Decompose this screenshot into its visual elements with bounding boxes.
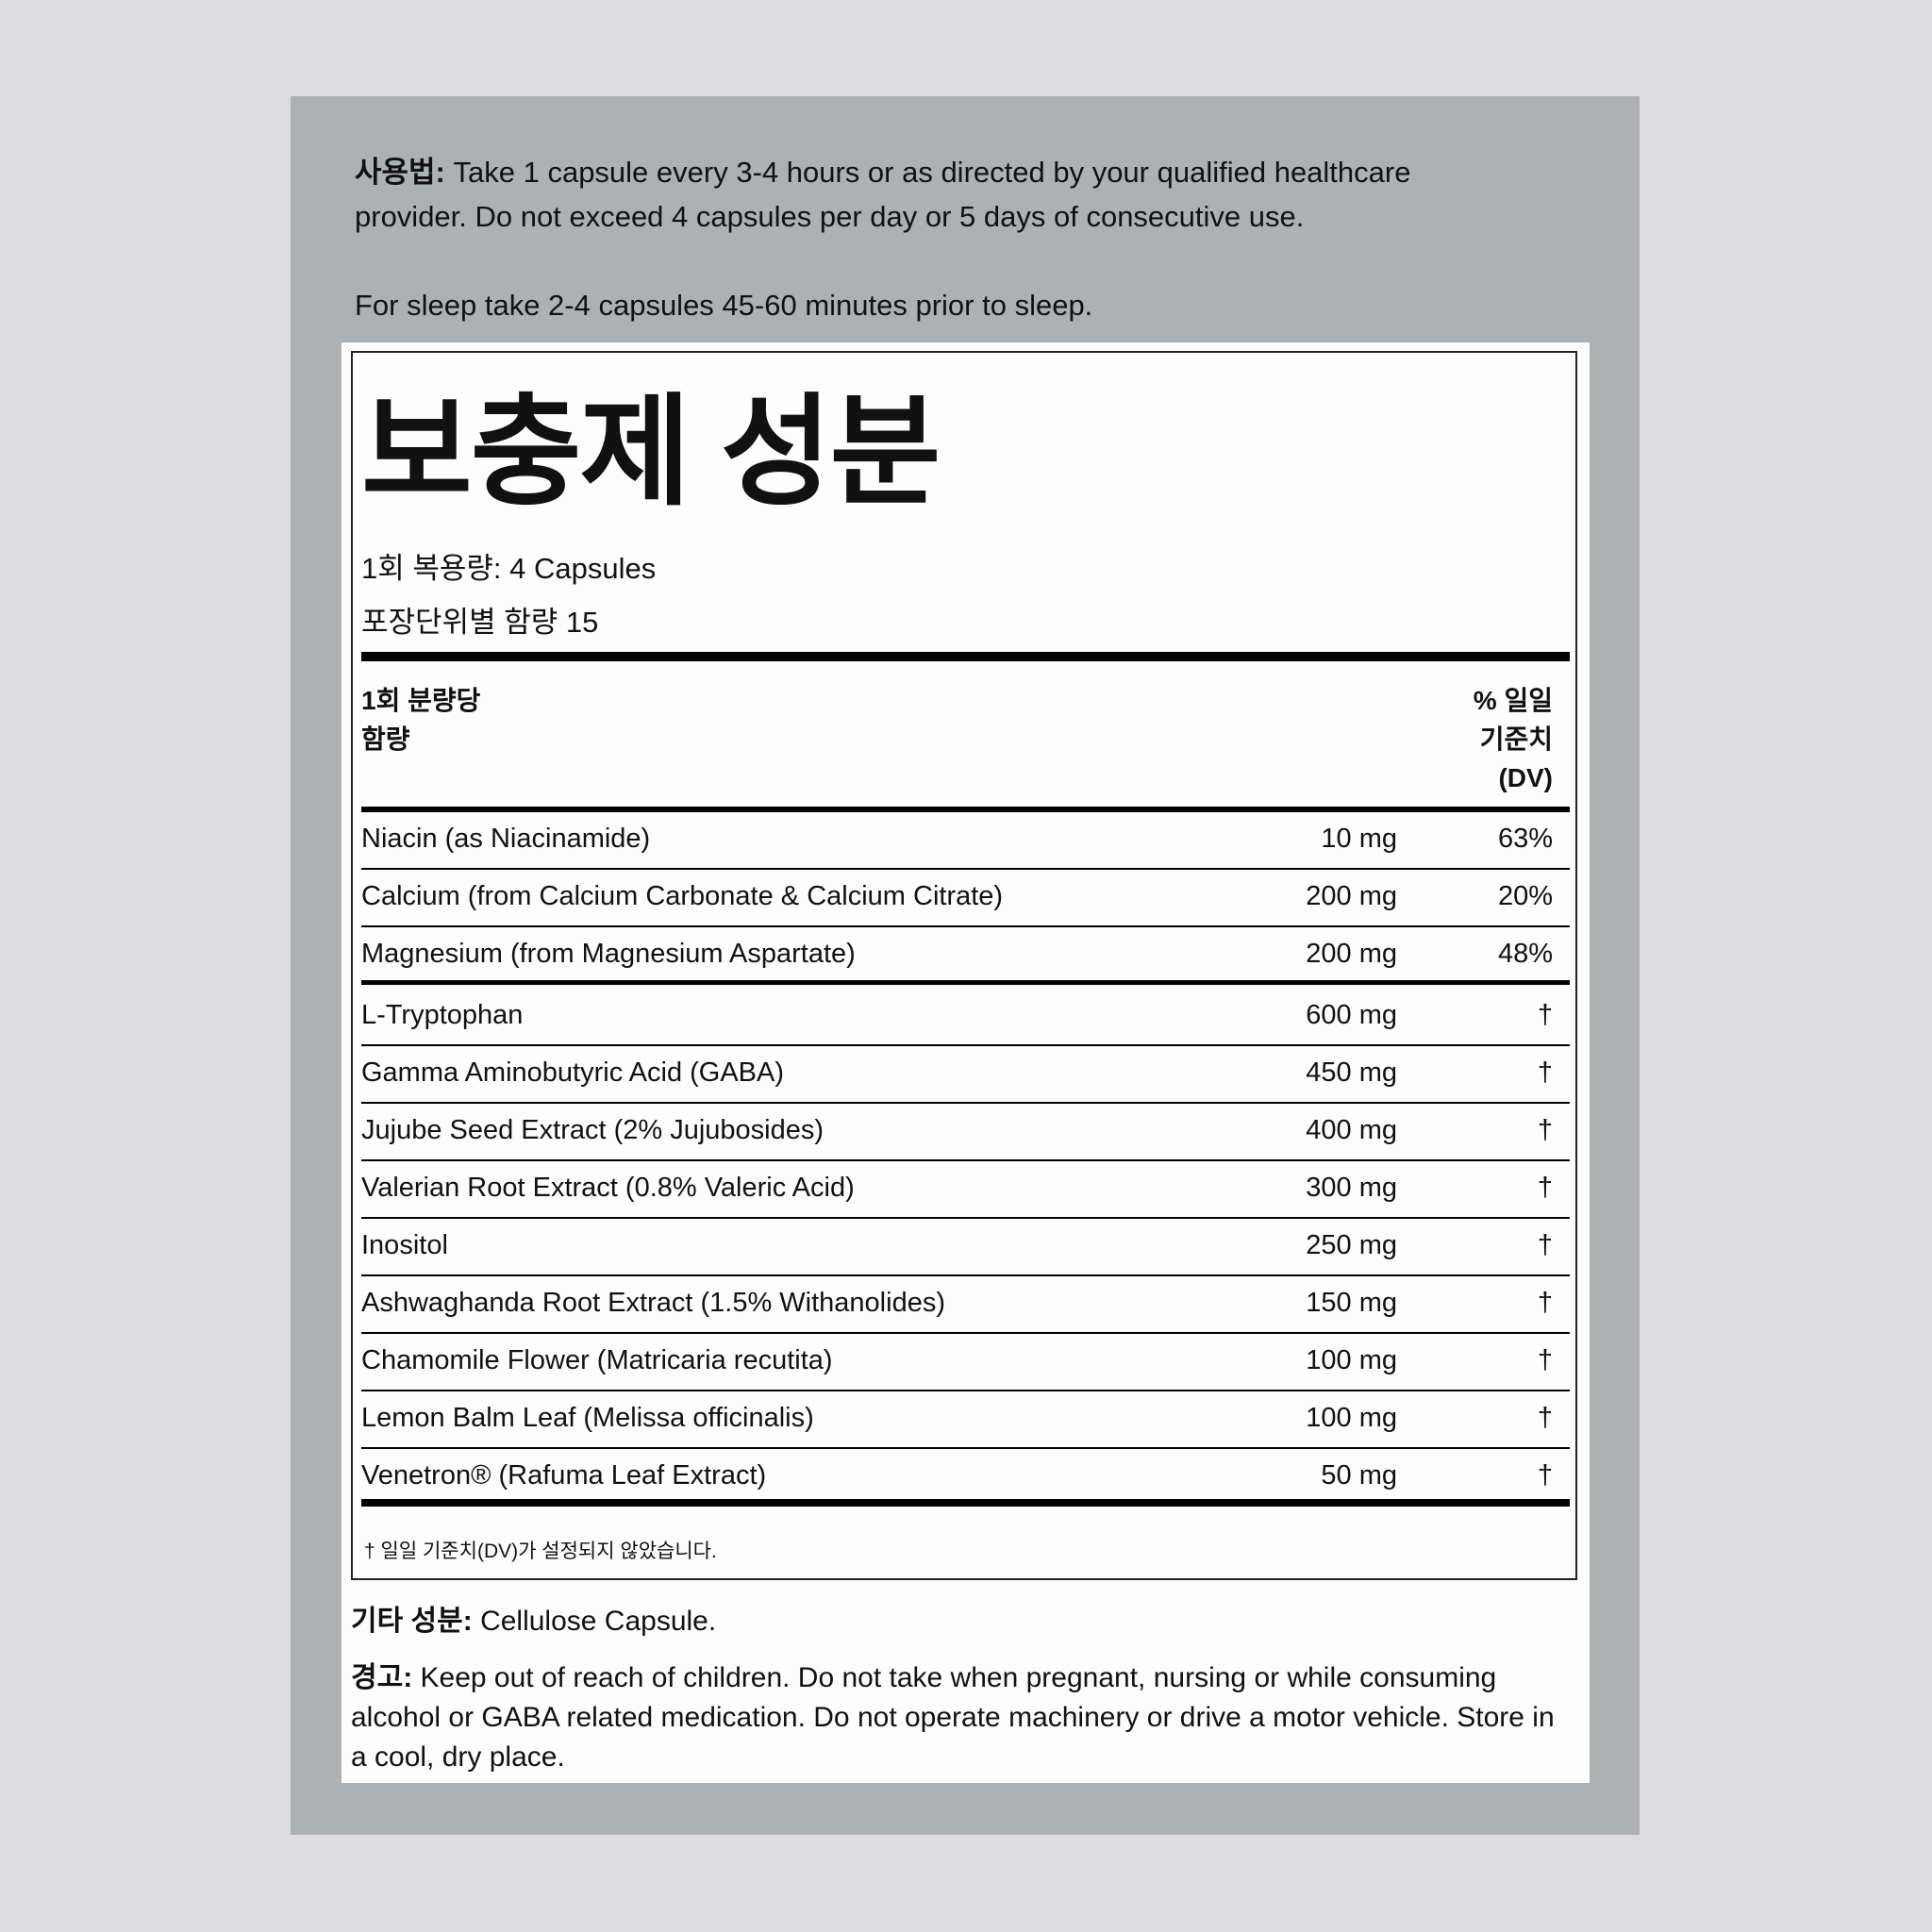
row-divider: [361, 980, 1570, 985]
ingredient-amount: 300 mg: [1306, 1173, 1397, 1203]
row-divider: [361, 925, 1570, 927]
row-divider: [361, 1499, 1570, 1507]
ingredient-amount: 50 mg: [1321, 1460, 1397, 1491]
ingredient-dv: †: [1537, 1000, 1553, 1030]
row-divider: [361, 1447, 1570, 1449]
supplement-facts-frame: [351, 351, 1577, 1580]
ingredient-row: Inositol 250 mg †: [361, 1219, 1570, 1276]
ingredient-name: Niacin (as Niacinamide): [361, 824, 651, 854]
warning-line-1: 경고: Keep out of reach of children. Do no…: [351, 1658, 1496, 1698]
ingredient-amount: 400 mg: [1306, 1115, 1397, 1145]
other-ingredients-text: Cellulose Capsule.: [472, 1606, 717, 1637]
ingredient-amount: 100 mg: [1306, 1403, 1397, 1433]
ingredient-amount: 10 mg: [1321, 824, 1397, 854]
row-divider: [361, 1332, 1570, 1334]
ingredient-dv: †: [1537, 1115, 1553, 1145]
ingredient-row: Jujube Seed Extract (2% Jujubosides) 400 …: [361, 1104, 1570, 1161]
ingredient-row: Calcium (from Calcium Carbonate & Calciu…: [361, 870, 1570, 927]
row-divider: [361, 1274, 1570, 1276]
ingredient-dv: †: [1537, 1403, 1553, 1433]
ingredient-name: Chamomile Flower (Matricaria recutita): [361, 1345, 833, 1375]
header-amount-line-1: 1회 분량당: [361, 686, 481, 715]
ingredient-row: Valerian Root Extract (0.8% Valeric Acid…: [361, 1161, 1570, 1219]
ingredient-row: Venetron® (Rafuma Leaf Extract) 50 mg †: [361, 1449, 1570, 1507]
ingredient-row: Niacin (as Niacinamide) 10 mg 63%: [361, 812, 1570, 870]
ingredient-row: Chamomile Flower (Matricaria recutita) 10…: [361, 1334, 1570, 1391]
ingredient-name: Gamma Aminobutyric Acid (GABA): [361, 1058, 785, 1088]
directions-line-2: provider. Do not exceed 4 capsules per d…: [355, 200, 1305, 233]
ingredient-name: L-Tryptophan: [361, 1000, 524, 1030]
sleep-directions: For sleep take 2-4 capsules 45-60 minute…: [355, 289, 1093, 322]
header-divider: [361, 807, 1570, 812]
ingredient-amount: 150 mg: [1306, 1288, 1397, 1318]
row-divider: [361, 868, 1570, 870]
ingredient-row: Ashwaghanda Root Extract (1.5% Withanoli…: [361, 1276, 1570, 1334]
ingredient-dv: 20%: [1497, 881, 1553, 911]
ingredient-name: Magnesium (from Magnesium Aspartate): [361, 939, 856, 969]
ingredient-name: Calcium (from Calcium Carbonate & Calciu…: [361, 881, 1004, 911]
ingredient-row: Lemon Balm Leaf (Melissa officinalis) 100…: [361, 1391, 1570, 1449]
ingredient-dv: 48%: [1497, 939, 1553, 969]
ingredient-name: Lemon Balm Leaf (Melissa officinalis): [361, 1403, 814, 1433]
ingredient-row: Magnesium (from Magnesium Aspartate) 200 …: [361, 927, 1570, 985]
directions-label: 사용법:: [355, 156, 445, 189]
row-divider: [361, 1390, 1570, 1391]
ingredient-dv: †: [1537, 1460, 1553, 1491]
ingredient-dv: †: [1537, 1173, 1553, 1203]
header-dv-line-1: % 일일: [1473, 686, 1553, 715]
row-divider: [361, 1102, 1570, 1104]
thick-divider: [361, 652, 1570, 661]
ingredient-dv: 63%: [1497, 824, 1553, 854]
ingredient-amount: 250 mg: [1306, 1230, 1397, 1260]
ingredient-amount: 450 mg: [1306, 1058, 1397, 1088]
row-divider: [361, 1217, 1570, 1219]
row-divider: [361, 1159, 1570, 1161]
dv-footnote: † 일일 기준치(DV)가 설정되지 않았습니다.: [364, 1541, 717, 1562]
ingredient-amount: 600 mg: [1306, 1000, 1397, 1030]
ingredient-name: Jujube Seed Extract (2% Jujubosides): [361, 1115, 824, 1145]
ingredient-dv: †: [1537, 1345, 1553, 1375]
serving-size: 1회 복용량: 4 Capsules: [361, 552, 657, 585]
servings-per-container: 포장단위별 함량 15: [361, 606, 599, 639]
supplement-facts-card: [341, 342, 1590, 1783]
ingredient-amount: 200 mg: [1306, 881, 1397, 911]
ingredient-amount: 100 mg: [1306, 1345, 1397, 1375]
ingredient-name: Venetron® (Rafuma Leaf Extract): [361, 1460, 767, 1491]
header-amount: 1회 분량당 함량: [361, 681, 480, 758]
ingredient-name: Ashwaghanda Root Extract (1.5% Withanoli…: [361, 1288, 945, 1318]
ingredient-row: Gamma Aminobutyric Acid (GABA) 450 mg †: [361, 1046, 1570, 1104]
ingredient-name: Inositol: [361, 1230, 448, 1260]
header-dv-line-3: (DV): [1498, 763, 1553, 792]
warning-label: 경고:: [351, 1662, 413, 1693]
ingredient-dv: †: [1537, 1058, 1553, 1088]
other-ingredients: 기타 성분: Cellulose Capsule.: [351, 1602, 716, 1641]
ingredient-row: L-Tryptophan 600 mg †: [361, 989, 1570, 1046]
header-dv: % 일일 기준치 (DV): [1474, 681, 1553, 797]
header-amount-line-2: 함량: [361, 724, 410, 754]
row-divider: [361, 1044, 1570, 1046]
ingredient-dv: †: [1537, 1230, 1553, 1260]
directions-line-1: 사용법: Take 1 capsule every 3-4 hours or a…: [355, 154, 1410, 192]
facts-title: 보충제 성분: [361, 385, 941, 520]
directions-text: Take 1 capsule every 3-4 hours or as dir…: [444, 156, 1411, 189]
ingredient-amount: 200 mg: [1306, 939, 1397, 969]
warning-line-3: a cool, dry place.: [351, 1741, 565, 1773]
header-dv-line-2: 기준치: [1479, 724, 1553, 754]
warning-text: Keep out of reach of children. Do not ta…: [412, 1662, 1497, 1693]
other-ingredients-label: 기타 성분:: [351, 1606, 473, 1637]
warning-line-2: alcohol or GABA related medication. Do n…: [351, 1702, 1555, 1733]
ingredient-name: Valerian Root Extract (0.8% Valeric Acid…: [361, 1173, 855, 1203]
ingredient-dv: †: [1537, 1288, 1553, 1318]
